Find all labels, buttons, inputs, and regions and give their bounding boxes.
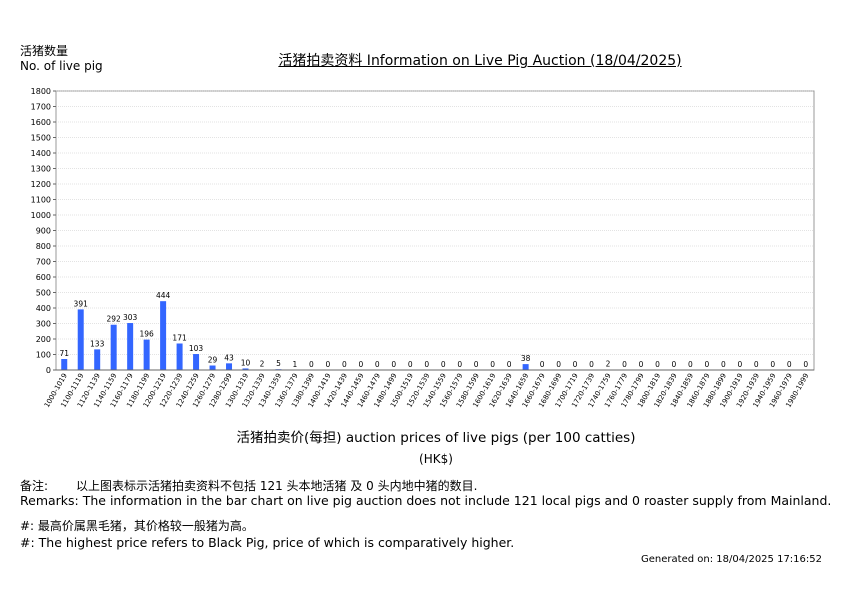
- bar: [160, 301, 167, 370]
- bar: [127, 323, 134, 370]
- note-en: #: The highest price refers to Black Pig…: [20, 535, 515, 550]
- y-tick-label: 600: [36, 273, 51, 282]
- data-label: 0: [655, 360, 660, 369]
- data-label: 292: [107, 315, 122, 324]
- data-label: 0: [490, 360, 495, 369]
- bar: [94, 349, 101, 370]
- data-label: 0: [441, 360, 446, 369]
- remark-zh: 以上图表标示活猪拍卖资料不包括 121 头本地活猪 及 0 头内地中猪的数目.: [76, 479, 478, 493]
- bar: [193, 354, 200, 370]
- data-label: 0: [474, 360, 479, 369]
- data-label: 43: [224, 353, 234, 362]
- data-label: 303: [123, 313, 138, 322]
- data-label: 0: [589, 360, 594, 369]
- y-axis-title-en: No. of live pig: [20, 59, 103, 73]
- data-label: 0: [391, 360, 396, 369]
- y-tick-label: 1400: [31, 149, 51, 158]
- data-label: 0: [787, 360, 792, 369]
- data-label: 1: [293, 360, 298, 369]
- bar: [176, 343, 183, 370]
- data-label: 71: [59, 349, 69, 358]
- y-tick-label: 1100: [31, 196, 51, 205]
- y-tick-label: 300: [36, 320, 51, 329]
- data-label: 0: [737, 360, 742, 369]
- data-label: 0: [573, 360, 578, 369]
- remark-en: Remarks: The information in the bar char…: [20, 493, 832, 508]
- data-label: 2: [260, 360, 265, 369]
- data-label: 0: [540, 360, 545, 369]
- y-tick-label: 1800: [31, 87, 51, 96]
- data-label: 0: [770, 360, 775, 369]
- y-tick-label: 800: [36, 242, 51, 251]
- data-label: 0: [309, 360, 314, 369]
- y-tick-label: 1600: [31, 118, 51, 127]
- y-tick-label: 1200: [31, 180, 51, 189]
- y-tick-label: 400: [36, 304, 51, 313]
- data-label: 29: [208, 356, 218, 365]
- y-tick-label: 1500: [31, 134, 51, 143]
- bar: [226, 363, 233, 370]
- data-label: 0: [672, 360, 677, 369]
- data-label: 0: [326, 360, 331, 369]
- bar: [110, 324, 117, 370]
- data-label: 133: [90, 339, 105, 348]
- remark-zh-tag: 备注:: [20, 479, 49, 493]
- y-tick-label: 200: [36, 335, 51, 344]
- data-label: 0: [507, 360, 512, 369]
- y-tick-label: 1300: [31, 165, 51, 174]
- data-label: 0: [342, 360, 347, 369]
- bar: [143, 339, 150, 370]
- bar: [77, 309, 84, 370]
- data-label: 196: [139, 330, 154, 339]
- data-label: 0: [556, 360, 561, 369]
- y-tick-label: 700: [36, 258, 51, 267]
- data-label: 10: [241, 358, 251, 367]
- y-tick-label: 1700: [31, 103, 51, 112]
- data-label: 0: [639, 360, 644, 369]
- y-tick-label: 1000: [31, 211, 51, 220]
- data-label: 0: [375, 360, 380, 369]
- data-label: 103: [189, 344, 204, 353]
- data-label: 0: [424, 360, 429, 369]
- note-zh: #: 最高价属黑毛猪，其价格较一般猪为高。: [20, 519, 254, 533]
- data-label: 0: [721, 360, 726, 369]
- data-label: 0: [408, 360, 413, 369]
- data-label: 0: [358, 360, 363, 369]
- y-tick-label: 900: [36, 227, 51, 236]
- x-axis-title: 活猪拍卖价(每担) auction prices of live pigs (p…: [236, 430, 636, 446]
- data-label: 0: [705, 360, 710, 369]
- data-label: 391: [74, 299, 89, 308]
- y-axis-title-zh: 活猪数量: [20, 44, 69, 58]
- data-label: 0: [803, 360, 808, 369]
- data-label: 0: [688, 360, 693, 369]
- data-label: 38: [521, 354, 531, 363]
- data-label: 0: [457, 360, 462, 369]
- data-label: 0: [622, 360, 627, 369]
- unit-label: (HK$): [419, 452, 453, 466]
- bar: [209, 365, 216, 370]
- data-label: 0: [754, 360, 759, 369]
- chart-title: 活猪拍卖资料 Information on Live Pig Auction (…: [278, 53, 682, 69]
- data-label: 171: [172, 333, 187, 342]
- data-label: 5: [276, 359, 281, 368]
- y-tick-label: 100: [36, 351, 51, 360]
- data-label: 444: [156, 291, 171, 300]
- y-tick-label: 0: [46, 366, 51, 375]
- bar-chart: 0100200300400500600700800900100011001200…: [31, 87, 815, 409]
- data-label: 2: [606, 360, 611, 369]
- y-tick-label: 500: [36, 289, 51, 298]
- bar: [242, 368, 249, 370]
- generated-timestamp: Generated on: 18/04/2025 17:16:52: [641, 554, 822, 565]
- bar: [522, 364, 529, 370]
- bar: [61, 358, 68, 370]
